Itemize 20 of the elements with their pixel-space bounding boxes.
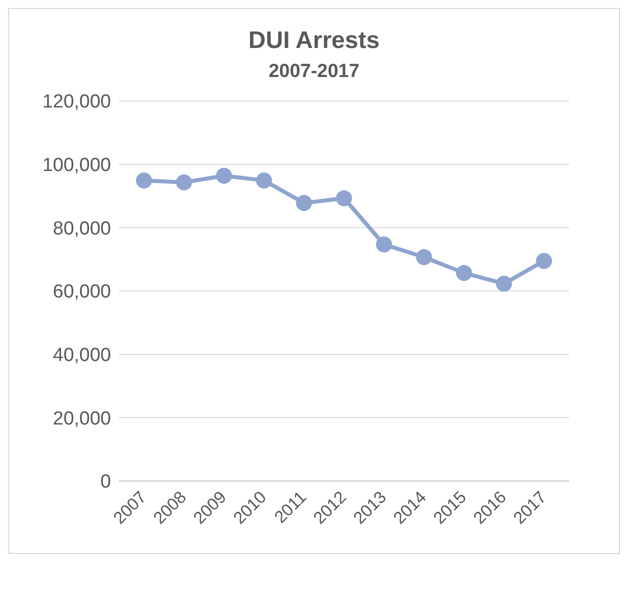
y-tick-label: 120,000	[42, 92, 111, 113]
point	[456, 264, 472, 281]
point	[416, 249, 432, 266]
point	[536, 252, 552, 269]
y-tick-label: 60,000	[52, 282, 111, 303]
point	[176, 174, 192, 190]
y-tick-label: 100,000	[42, 155, 111, 176]
y-tick-label: 20,000	[52, 408, 111, 430]
point	[296, 194, 312, 211]
y-tick-label: 80,000	[52, 218, 111, 240]
point	[336, 190, 352, 206]
point	[376, 236, 392, 252]
point	[256, 172, 272, 188]
point	[496, 276, 512, 292]
chart-title: DUI Arrests	[247, 27, 381, 55]
y-tick-label: 0	[100, 472, 111, 493]
chart-subtitle: 2007-2017	[268, 61, 360, 83]
point	[136, 172, 152, 188]
y-tick-label: 40,000	[52, 345, 111, 366]
point	[216, 168, 232, 184]
